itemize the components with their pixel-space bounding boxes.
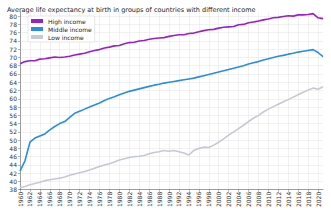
svg-text:1990: 1990	[166, 192, 173, 207]
svg-text:66: 66	[9, 70, 17, 77]
svg-text:2018: 2018	[305, 192, 312, 207]
svg-text:2012: 2012	[275, 192, 282, 207]
svg-text:72: 72	[9, 46, 17, 53]
svg-text:2016: 2016	[295, 192, 302, 207]
svg-text:76: 76	[9, 29, 17, 36]
svg-text:2000: 2000	[215, 192, 222, 207]
svg-text:50: 50	[9, 137, 17, 144]
svg-text:1980: 1980	[116, 192, 123, 207]
svg-text:2004: 2004	[235, 192, 242, 207]
svg-text:56: 56	[9, 112, 17, 119]
svg-text:70: 70	[9, 54, 17, 61]
svg-text:1960: 1960	[17, 192, 24, 207]
svg-text:64: 64	[9, 79, 17, 86]
svg-text:1962: 1962	[26, 192, 33, 207]
svg-text:2010: 2010	[265, 192, 272, 207]
svg-text:1970: 1970	[66, 192, 73, 207]
svg-text:1974: 1974	[86, 192, 93, 207]
svg-text:2008: 2008	[255, 192, 262, 207]
svg-text:62: 62	[9, 87, 17, 94]
svg-text:52: 52	[9, 128, 17, 135]
svg-text:1964: 1964	[36, 192, 43, 207]
svg-text:High income: High income	[48, 18, 86, 26]
svg-text:38: 38	[9, 186, 17, 194]
svg-text:1982: 1982	[126, 192, 133, 207]
svg-text:Average life expectancy at bir: Average life expectancy at birth in grou…	[7, 6, 256, 14]
svg-text:48: 48	[9, 145, 17, 152]
svg-text:1988: 1988	[156, 192, 163, 207]
svg-text:1998: 1998	[205, 192, 212, 207]
svg-text:40: 40	[9, 178, 17, 185]
svg-text:1986: 1986	[146, 192, 153, 207]
svg-text:74: 74	[9, 37, 17, 44]
svg-text:Low income: Low income	[48, 34, 84, 41]
svg-text:54: 54	[9, 120, 17, 127]
svg-text:2006: 2006	[245, 192, 252, 207]
svg-text:1972: 1972	[76, 192, 83, 207]
svg-text:Middle income: Middle income	[48, 26, 92, 33]
svg-text:1978: 1978	[106, 192, 113, 207]
svg-text:2002: 2002	[225, 192, 232, 207]
svg-text:80: 80	[9, 13, 17, 20]
svg-text:1994: 1994	[185, 192, 192, 207]
svg-text:44: 44	[9, 161, 17, 168]
svg-text:42: 42	[9, 170, 17, 177]
svg-text:2014: 2014	[285, 192, 292, 207]
svg-text:1966: 1966	[46, 192, 53, 207]
svg-text:1992: 1992	[175, 192, 182, 207]
svg-text:46: 46	[9, 153, 17, 160]
svg-text:1996: 1996	[195, 192, 202, 207]
svg-text:1968: 1968	[56, 192, 63, 207]
svg-text:68: 68	[9, 62, 17, 69]
svg-text:1984: 1984	[136, 192, 143, 207]
svg-text:2020: 2020	[315, 192, 322, 207]
svg-text:60: 60	[9, 95, 17, 102]
svg-text:1976: 1976	[96, 192, 103, 207]
svg-text:58: 58	[9, 104, 17, 111]
svg-text:78: 78	[9, 21, 17, 28]
